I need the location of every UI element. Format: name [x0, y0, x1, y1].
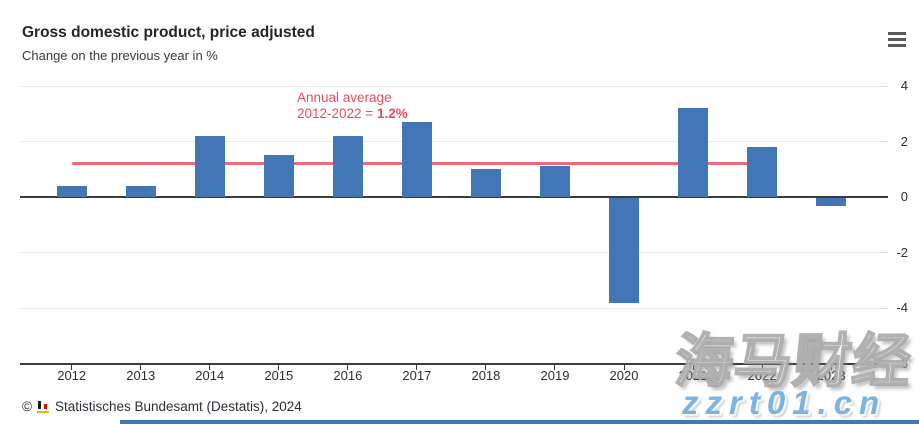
gridline	[20, 141, 881, 142]
x-tick-label: 2018	[471, 368, 501, 383]
y-tick-label: 0	[900, 189, 908, 204]
x-tick-label: 2013	[126, 368, 156, 383]
x-axis-tick	[485, 364, 487, 370]
y-tick-label: 4	[900, 78, 908, 93]
x-axis-tick	[416, 364, 418, 370]
x-axis-tick	[761, 364, 763, 370]
x-tick-label: 2022	[747, 368, 777, 383]
x-tick-label: 2012	[57, 368, 87, 383]
x-tick-label: 2016	[333, 368, 363, 383]
x-tick-label: 2020	[609, 368, 639, 383]
bar-2012[interactable]	[56, 185, 87, 197]
watermark-url-text: zzrt01.cn	[682, 384, 887, 421]
x-axis-tick	[692, 364, 694, 370]
bar-2022[interactable]	[747, 147, 778, 197]
source-text: Statistisches Bundesamt (Destatis), 2024	[54, 399, 302, 414]
bar-2023[interactable]	[816, 198, 847, 207]
y-axis-tick	[881, 196, 888, 198]
y-tick-label: -4	[896, 300, 908, 315]
x-axis-tick	[71, 364, 73, 370]
average-annotation-line2: 2012-2022 = 1.2%	[297, 106, 408, 121]
x-axis-line	[20, 362, 881, 365]
chart-subtitle: Change on the previous year in %	[22, 48, 218, 63]
bar-2015[interactable]	[263, 155, 294, 197]
x-axis-tick	[209, 364, 211, 370]
destatis-logo-icon	[36, 400, 50, 413]
x-tick-label: 2017	[402, 368, 432, 383]
page-bottom-blue-strip	[120, 420, 919, 424]
y-axis-tick	[881, 141, 888, 142]
menu-icon-bar	[888, 32, 906, 35]
bar-2021[interactable]	[678, 108, 709, 197]
x-tick-label: 2019	[540, 368, 570, 383]
y-axis-tick	[881, 307, 888, 309]
y-tick-label: -6	[896, 355, 908, 371]
bar-2020[interactable]	[609, 198, 640, 304]
x-axis-tick	[347, 364, 349, 370]
menu-icon[interactable]	[888, 32, 906, 47]
bar-2014[interactable]	[194, 135, 225, 197]
y-tick-label: 2	[900, 133, 908, 149]
source-line: © Statistisches Bundesamt (Destatis), 20…	[22, 399, 302, 414]
gridline	[20, 85, 881, 87]
average-annotation: Annual average 2012-2022 = 1.2%	[297, 90, 408, 122]
y-axis-tick	[881, 252, 888, 253]
bar-2018[interactable]	[470, 169, 501, 197]
gridline	[20, 252, 881, 253]
copyright-symbol: ©	[22, 399, 32, 414]
chart-title: Gross domestic product, price adjusted	[22, 24, 315, 41]
y-axis-tick	[881, 362, 888, 365]
gridline	[20, 307, 881, 309]
bar-2019[interactable]	[539, 166, 570, 197]
x-axis-tick	[278, 364, 280, 370]
x-axis-tick	[623, 364, 625, 370]
average-annotation-line1: Annual average	[297, 90, 392, 105]
y-tick-label: -2	[896, 244, 908, 260]
x-axis-tick	[554, 364, 556, 370]
x-tick-label: 2015	[264, 368, 294, 383]
x-tick-label: 2023	[816, 368, 846, 383]
x-tick-label: 2021	[678, 368, 708, 383]
x-axis-tick	[140, 364, 142, 370]
bar-2017[interactable]	[401, 122, 432, 197]
average-value: 1.2%	[376, 106, 408, 121]
bar-2016[interactable]	[332, 135, 363, 197]
menu-icon-bar	[888, 38, 906, 41]
x-tick-label: 2014	[195, 368, 225, 383]
y-axis-tick	[881, 85, 888, 87]
bar-2013[interactable]	[125, 185, 156, 197]
x-axis-tick	[830, 364, 832, 370]
menu-icon-bar	[888, 44, 906, 47]
zero-line	[20, 196, 881, 198]
